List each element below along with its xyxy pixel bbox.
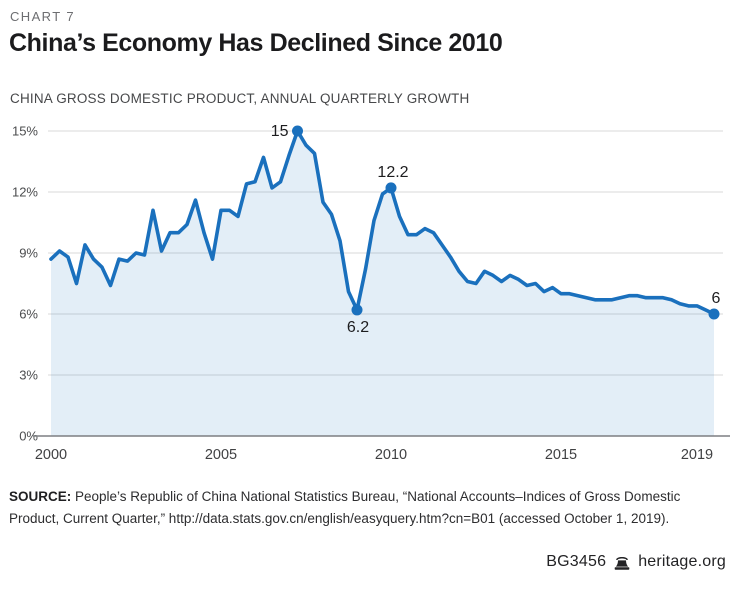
annotation-label: 15 [271,123,289,140]
data-point-dot [292,125,303,137]
annotation-label: 12.2 [377,164,408,181]
data-point-dot [351,304,363,316]
source-note: SOURCE: People’s Republic of China Natio… [9,486,725,530]
page-title: China’s Economy Has Declined Since 2010 [9,29,503,57]
y-tick-label: 6% [19,307,38,322]
source-label: SOURCE: [9,489,72,504]
footer: BG3456 heritage.org [546,553,726,571]
x-tick-label: 2019 [681,447,713,463]
x-tick-label: 2005 [205,447,237,463]
y-tick-label: 15% [12,124,38,139]
x-tick-label: 2015 [545,447,577,463]
chart-subtitle: CHINA GROSS DOMESTIC PRODUCT, ANNUAL QUA… [10,91,470,106]
source-text: People’s Republic of China National Stat… [9,489,681,526]
annotation-label: 6 [712,290,721,307]
y-tick-label: 3% [19,368,38,383]
data-point-dot [708,308,720,320]
gdp-line [49,129,716,316]
data-point-dot [385,182,397,194]
doc-id: BG3456 [546,553,607,570]
site-label: heritage.org [638,553,726,570]
annotation-label: 6.2 [347,319,369,336]
chart-number: CHART 7 [10,9,75,24]
y-tick-label: 0% [19,429,38,444]
heritage-bell-icon [614,556,630,570]
x-tick-label: 2010 [375,447,407,463]
x-tick-label: 2000 [35,447,67,463]
gdp-area [51,131,714,436]
y-tick-label: 9% [19,246,38,261]
y-tick-label: 12% [12,185,38,200]
